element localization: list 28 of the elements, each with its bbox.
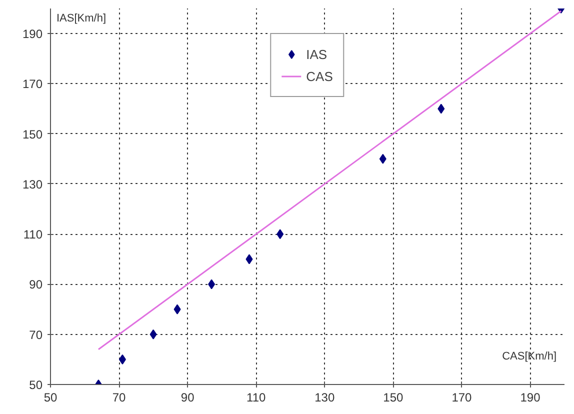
y-axis-title: IAS[Km/h]	[56, 12, 106, 24]
point	[174, 304, 181, 314]
x-tick-label: 70	[112, 390, 126, 404]
x-tick-label: 110	[246, 390, 266, 404]
point	[438, 104, 445, 114]
x-axis-title: CAS[Km/h]	[502, 350, 556, 362]
x-tick-label: 90	[180, 390, 195, 404]
point	[208, 279, 216, 290]
x-tick-label: 190	[520, 390, 541, 404]
x-tick-label: 150	[383, 390, 404, 404]
y-tick-label: 170	[22, 77, 43, 92]
point	[150, 329, 157, 340]
point	[276, 229, 284, 240]
y-tick-label: 110	[23, 228, 43, 242]
y-tick-label: 190	[22, 27, 43, 42]
legend-label: IAS	[306, 46, 328, 62]
y-tick-label: 90	[29, 278, 43, 292]
y-tick-label: 50	[29, 378, 43, 392]
x-tick-label: 170	[452, 390, 472, 404]
x-tick-label: 130	[314, 390, 335, 404]
y-tick-label: 70	[29, 328, 43, 342]
point	[118, 354, 126, 364]
point	[379, 154, 386, 164]
legend-label: CAS	[306, 68, 333, 84]
point	[246, 254, 253, 264]
y-tick-label: 130	[22, 177, 43, 192]
x-tick-label: 50	[44, 390, 58, 404]
y-tick-label: 150	[22, 127, 43, 142]
